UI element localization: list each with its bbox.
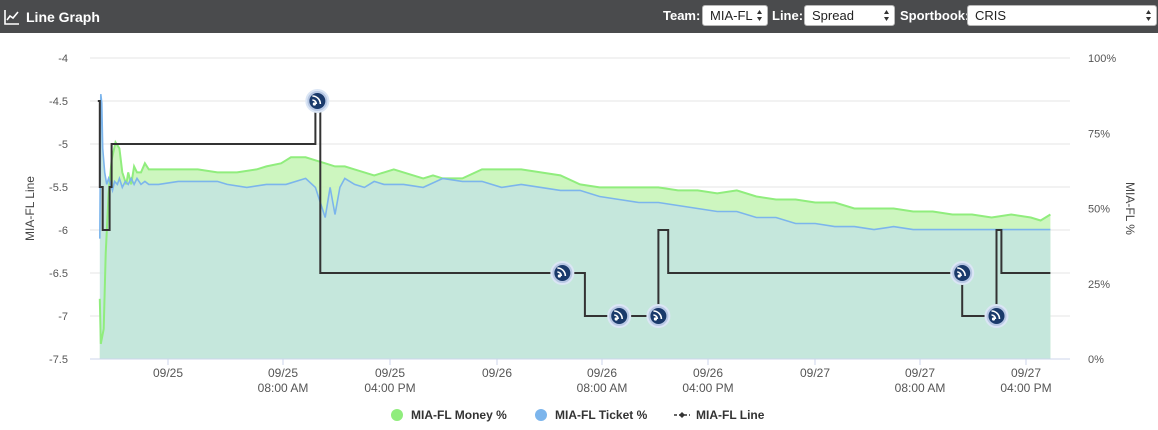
x-tick-time-label: 04:00 PM [682,381,733,395]
marker-core [611,308,628,324]
left-axis-title: MIA-FL Line [23,176,37,241]
left-tick-label: -5.5 [49,182,68,194]
money-line [98,139,1051,345]
left-tick-label: -7 [58,311,68,323]
header-bar: Line Graph Team: MIA-FL Line: Spread Spo… [0,0,1158,33]
legend-symbol [391,409,403,421]
sportsbook-select[interactable]: CRIS [967,5,1157,26]
line-select[interactable]: Spread [804,5,895,26]
legend-label: MIA-FL Money % [411,408,507,422]
marker-core [309,93,326,109]
x-tick-time-label: 08:00 AM [258,381,309,395]
right-tick-label: 50% [1088,204,1110,216]
right-tick-label: 100% [1088,53,1116,65]
legend-symbol [535,409,547,421]
sportsbook-select-value: CRIS [975,8,1007,23]
left-tick-label: -5 [58,139,68,151]
rss-arc [614,310,624,320]
x-tick-label: 09/26 [693,366,723,380]
rss-dot [312,102,316,106]
right-tick-label: 25% [1088,279,1110,291]
x-tick-label: 09/25 [375,366,405,380]
select-arrows-icon [884,10,889,21]
right-tick-label: 75% [1088,128,1110,140]
team-select-value: MIA-FL [710,8,753,23]
left-tick-label: -4.5 [49,96,68,108]
ticket-area [99,94,1051,359]
rss-icon [957,267,967,278]
ticket-line [99,94,1051,239]
legend-label: MIA-FL Ticket % [555,408,648,422]
line-select-value: Spread [812,8,854,23]
rss-arc [653,310,663,320]
rss-arc [957,271,963,277]
team-select[interactable]: MIA-FL [702,5,768,26]
rss-dot [614,317,618,321]
marker-core [554,265,571,281]
rss-arc [991,314,997,320]
x-tick-time-label: 04:00 PM [1000,381,1051,395]
x-tick-label: 09/27 [1011,366,1041,380]
x-tick-label: 09/25 [268,366,298,380]
right-axis-title: MIA-FL % [1123,182,1137,235]
rss-arc [312,99,318,105]
rss-dot [557,274,561,278]
x-tick-label: 09/27 [800,366,830,380]
rss-icon [557,267,567,278]
line-chart-icon [4,10,19,25]
marker-core [988,308,1005,324]
rss-icon [614,310,624,321]
rss-icon [991,310,1001,321]
select-arrows-icon [757,10,762,21]
team-label: Team: [663,8,701,23]
sportsbook-label: Sportbook: [900,8,970,23]
rss-dot [957,274,961,278]
line-graph-chart: -4 -4.5 -5 -5.5 -6 -6.5 -7 -7.5 100% 75% 50% 25% 0% M… [23,53,1137,422]
x-tick-label: 09/26 [482,366,512,380]
left-tick-label: -6 [58,225,68,237]
x-tick-label: 09/27 [905,366,935,380]
line-label: Line: [772,8,804,23]
rss-arc [557,271,563,277]
legend-label: MIA-FL Line [696,408,765,422]
rss-arc [653,314,659,320]
rss-dot [653,317,657,321]
rss-arc [312,95,322,105]
left-tick-label: -6.5 [49,268,68,280]
marker-core [650,308,667,324]
rss-arc [957,267,967,277]
rss-arc [614,314,620,320]
rss-arc [991,310,1001,320]
right-tick-label: 0% [1088,354,1104,366]
title-group: Line Graph [4,7,100,27]
x-tick-time-label: 08:00 AM [577,381,628,395]
marker-core [954,265,971,281]
x-tick-time-label: 04:00 PM [364,381,415,395]
x-tick-label: 09/25 [153,366,183,380]
x-tick-time-label: 08:00 AM [895,381,946,395]
rss-icon [653,310,663,321]
legend-symbol [679,412,685,418]
select-arrows-icon [1146,10,1151,21]
page-title: Line Graph [26,9,100,25]
rss-icon [312,95,322,106]
rss-dot [991,317,996,321]
left-tick-label: -7.5 [49,354,68,366]
rss-arc [557,267,567,277]
left-tick-label: -4 [58,53,68,65]
x-tick-label: 09/26 [587,366,617,380]
